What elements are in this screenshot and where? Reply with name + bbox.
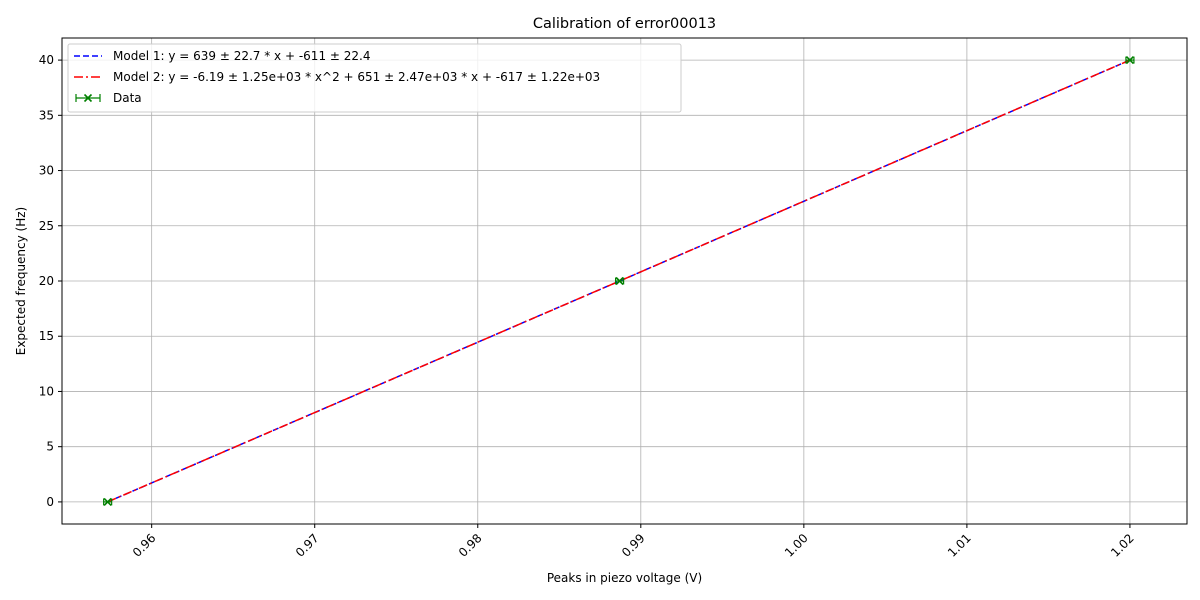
data-point [615, 276, 625, 286]
legend-label: Model 1: y = 639 ± 22.7 * x + -611 ± 22.… [113, 49, 370, 63]
y-tick-label: 5 [46, 440, 54, 454]
x-tick-label: 0.97 [293, 531, 322, 560]
y-tick-label: 25 [39, 219, 54, 233]
plot-area [103, 56, 1135, 506]
x-marker [103, 497, 112, 506]
data-point [1125, 56, 1135, 65]
y-tick-label: 40 [39, 53, 54, 67]
legend-item: Model 1: y = 639 ± 22.7 * x + -611 ± 22.… [74, 49, 370, 63]
x-tick-label: 1.00 [782, 531, 811, 560]
y-tick-label: 35 [39, 108, 54, 122]
y-tick-label: 0 [46, 495, 54, 509]
chart-title: Calibration of error00013 [533, 16, 716, 32]
legend-item: Model 2: y = -6.19 ± 1.25e+03 * x^2 + 65… [74, 70, 600, 84]
y-axis-label: Expected frequency (Hz) [14, 207, 28, 356]
y-tick-label: 20 [39, 274, 54, 288]
x-tick-label: 1.01 [945, 531, 974, 560]
y-tick-label: 30 [39, 164, 54, 178]
legend-item: Data [75, 91, 142, 105]
legend: Model 1: y = 639 ± 22.7 * x + -611 ± 22.… [67, 43, 682, 113]
legend-box [67, 43, 682, 113]
x-axis-ticks: 0.96 0.97 0.98 0.99 1.00 1.01 1.02 [130, 524, 1137, 560]
x-tick-label: 1.02 [1108, 531, 1137, 560]
x-axis-label: Peaks in piezo voltage (V) [547, 571, 702, 585]
y-tick-label: 15 [39, 329, 54, 343]
x-marker [1125, 56, 1135, 65]
grid [62, 38, 1187, 524]
y-axis-ticks: 0 5 10 15 20 25 30 35 40 [39, 53, 62, 509]
legend-swatch [83, 93, 93, 103]
x-tick-label: 0.96 [130, 531, 159, 560]
series-line [107, 59, 1131, 503]
x-marker [615, 276, 624, 286]
x-tick-label: 0.98 [456, 531, 485, 560]
x-tick-label: 0.99 [619, 531, 648, 560]
legend-label: Model 2: y = -6.19 ± 1.25e+03 * x^2 + 65… [113, 70, 600, 84]
y-tick-label: 10 [39, 384, 54, 398]
data-point [103, 497, 113, 506]
legend-label: Data [113, 91, 142, 105]
